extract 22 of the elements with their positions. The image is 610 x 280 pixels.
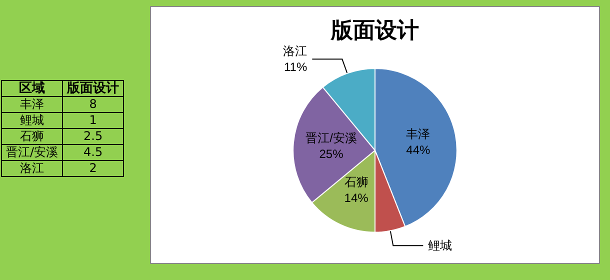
chart-title: 版面设计 — [330, 18, 419, 44]
slice-label: 鲤城 — [428, 238, 452, 253]
data-label: 11% — [284, 60, 308, 74]
text: 区域 — [2, 80, 63, 96]
data-label: 14% — [344, 191, 369, 206]
data-label: 4.5 — [62, 144, 124, 160]
data-label: 25% — [319, 147, 344, 162]
category-label: 鲤城 — [2, 112, 63, 128]
slice-label: 石狮 — [344, 175, 368, 190]
data-label: 44% — [406, 143, 431, 158]
category-label: 丰泽 — [2, 96, 63, 112]
data-label: 1 — [62, 112, 124, 128]
slice-label: 丰泽 — [406, 127, 430, 142]
data-label: 2 — [62, 160, 124, 176]
category-label: 洛江 — [2, 160, 63, 176]
slice-label: 洛江 — [283, 44, 308, 58]
data-label: 8 — [62, 96, 124, 112]
category-label: 石狮 — [2, 128, 63, 144]
slice-label: 晋江/安溪 — [306, 131, 357, 146]
category-label: 晋江/安溪 — [2, 144, 63, 160]
legend-label: 版面设计 — [62, 80, 124, 96]
data-label: 2.5 — [62, 128, 124, 144]
